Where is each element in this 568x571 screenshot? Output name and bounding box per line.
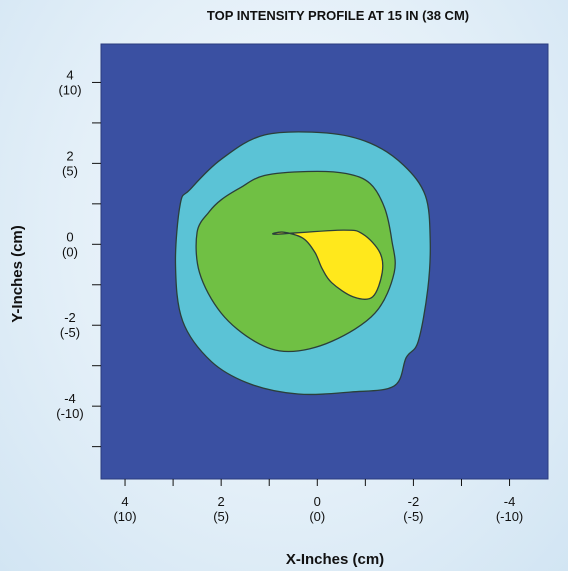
x-tick-label-inches: 2 (218, 494, 225, 509)
contour-level-3 (272, 229, 384, 300)
y-tick-label-inches: 0 (66, 229, 73, 244)
y-tick-label-cm: (-5) (60, 325, 80, 340)
y-tick-label-cm: (-10) (56, 406, 83, 421)
tick-labels: 4(10)2(5)0(0)-2(-5)-4(-10)4(10)2(5)0(0)-… (56, 67, 523, 524)
contour-layer (174, 131, 431, 396)
y-tick-label-inches: 2 (66, 148, 73, 163)
x-tick-label-cm: (0) (309, 509, 325, 524)
y-tick-label-inches: -2 (64, 310, 76, 325)
x-tick-label-inches: 0 (314, 494, 321, 509)
x-tick-label-inches: -4 (504, 494, 516, 509)
chart-title: TOP INTENSITY PROFILE AT 15 IN (38 CM) (207, 8, 469, 23)
contour-level-2 (195, 170, 396, 353)
x-axis-title: X-Inches (cm) (286, 551, 384, 568)
y-axis-title: Y-Inches (cm) (9, 225, 26, 323)
y-tick-label-cm: (0) (62, 244, 78, 259)
axis-ticks (92, 81, 511, 486)
y-tick-label-inches: 4 (66, 67, 73, 82)
x-tick-label-inches: 4 (121, 494, 128, 509)
y-tick-label-cm: (10) (58, 82, 81, 97)
y-tick-label-cm: (5) (62, 163, 78, 178)
y-tick-label-inches: -4 (64, 391, 76, 406)
x-tick-label-cm: (-5) (403, 509, 423, 524)
x-tick-label-cm: (5) (213, 509, 229, 524)
x-tick-label-cm: (10) (113, 509, 136, 524)
x-tick-label-inches: -2 (408, 494, 420, 509)
x-tick-label-cm: (-10) (496, 509, 523, 524)
